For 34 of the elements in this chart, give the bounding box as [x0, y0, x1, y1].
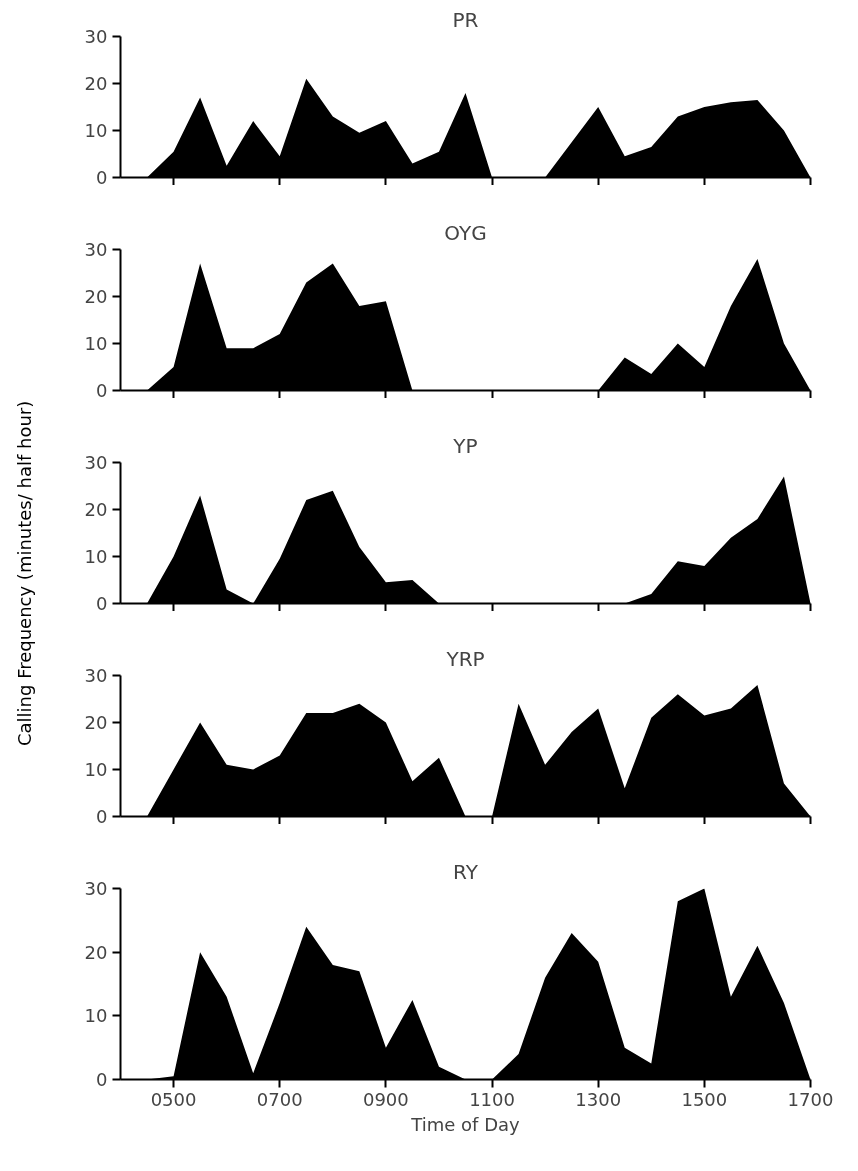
y-tick-label: 10 [84, 1005, 108, 1027]
y-tick-label: 20 [84, 499, 108, 520]
x-axis-title: Time of Day [410, 1113, 521, 1135]
y-tick-label: 30 [84, 878, 108, 899]
y-tick-label: 20 [84, 73, 108, 94]
chart-title: YP [452, 433, 478, 458]
y-tick-label: 0 [96, 1069, 108, 1090]
y-tick-label: 30 [84, 26, 108, 47]
x-tick-label: 1100 [469, 1088, 515, 1110]
y-tick-label: 10 [84, 333, 108, 354]
y-tick-label: 10 [84, 759, 108, 780]
y-tick-label: 0 [96, 806, 108, 827]
x-tick-label: 0500 [150, 1088, 197, 1110]
x-tick-label: 0900 [362, 1088, 409, 1110]
x-tick-label: 1300 [575, 1088, 622, 1110]
y-tick-label: 30 [84, 239, 108, 260]
y-axis-title: Calling Frequency (minutes/ half hour) [13, 400, 37, 747]
x-tick-label: 1700 [787, 1088, 834, 1110]
y-tick-label: 0 [96, 380, 108, 401]
y-tick-label: 20 [84, 712, 108, 733]
y-tick-label: 20 [84, 941, 108, 963]
chart-title: RY [453, 859, 479, 884]
chart-title: PR [452, 7, 479, 32]
y-tick-label: 0 [96, 593, 108, 614]
y-tick-label: 30 [84, 452, 108, 473]
y-tick-label: 10 [84, 546, 108, 567]
chart-title: YRP [445, 646, 485, 671]
x-tick-label: 1500 [681, 1088, 728, 1110]
y-tick-label: 10 [84, 120, 108, 141]
y-tick-label: 20 [84, 286, 108, 307]
y-tick-label: 30 [84, 665, 108, 686]
y-tick-label: 0 [96, 167, 108, 188]
chart-title: OYG [444, 220, 487, 245]
x-tick-label: 0700 [256, 1088, 303, 1110]
